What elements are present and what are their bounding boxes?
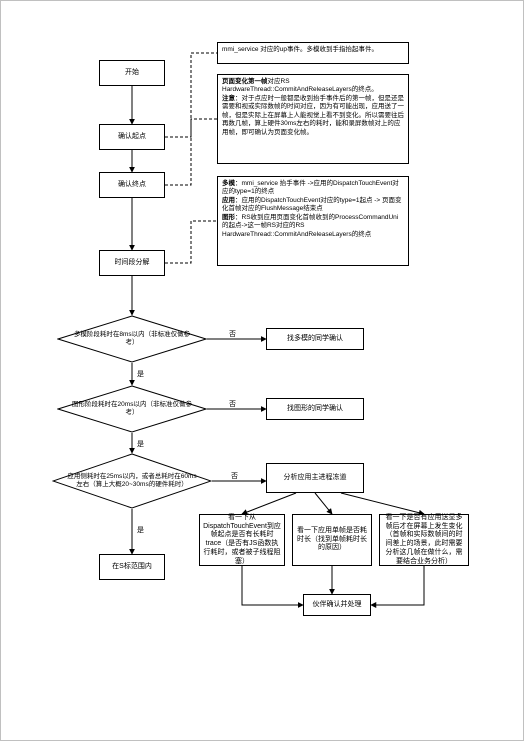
edge-label: 否 <box>231 472 238 480</box>
decision-multi: 多模阶段耗时在8ms以内（非标准仅做参考） <box>57 315 207 363</box>
node-look-multi: 看一下是否有应用送显多帧后才在屏幕上发生变化（首帧和实际数帧间的时间差上的场景，… <box>379 514 469 566</box>
edge <box>341 493 424 514</box>
node-check-multi: 找多模的同学确认 <box>266 328 364 350</box>
edge-label: 否 <box>229 330 236 338</box>
node-in-s: 在S标范围内 <box>99 554 165 580</box>
flowchart-canvas: 否是否是否是 开始 确认起点 确认终点 时间段分解 找多模的同学确认 找图形的同… <box>0 0 524 741</box>
node-partner: 伙伴确认并处理 <box>303 594 371 616</box>
edge <box>242 493 296 514</box>
note-multi: 多模：mmi_service 抬手事件 ->应用的DispatchTouchEv… <box>217 176 409 266</box>
node-check-gfx: 找图形的同学确认 <box>266 398 364 420</box>
node-start: 开始 <box>99 60 165 86</box>
note-frame: 页面变化第一帧对应RS HardwareThread::CommitAndRel… <box>217 74 409 164</box>
note-mmi: mmi_service 对应的up事件。多模收到手指抬起事件。 <box>217 42 409 64</box>
edge-label: 是 <box>137 440 144 448</box>
decision-app: 应用侧耗时在25ms以内，或者总耗时在60ms左右（算上大概20~30ms的硬件… <box>52 453 212 509</box>
edge <box>165 119 217 185</box>
edge <box>315 493 332 514</box>
node-look-single: 看一下应用单帧是否耗时长（找到单帧耗时长的原因） <box>292 514 372 566</box>
edge-label: 是 <box>137 370 144 378</box>
node-confirm-end: 确认终点 <box>99 172 165 198</box>
node-confirm-start: 确认起点 <box>99 124 165 150</box>
edge <box>242 566 303 605</box>
edge <box>165 221 217 263</box>
node-segment: 时间段分解 <box>99 250 165 276</box>
decision-gfx-label: 图形阶段耗时在20ms以内（非标准仅做参考） <box>57 385 207 433</box>
node-analyze-ipc: 分析应用主进程冻道 <box>266 463 364 493</box>
edge <box>371 566 424 605</box>
decision-app-label: 应用侧耗时在25ms以内，或者总耗时在60ms左右（算上大概20~30ms的硬件… <box>52 453 212 509</box>
node-look-dispatch: 看一下从DispatchTouchEvent到应帧起点是否有长耗时trace（是… <box>199 514 285 566</box>
decision-gfx: 图形阶段耗时在20ms以内（非标准仅做参考） <box>57 385 207 433</box>
decision-multi-label: 多模阶段耗时在8ms以内（非标准仅做参考） <box>57 315 207 363</box>
edge-label: 是 <box>137 526 144 534</box>
edge-label: 否 <box>229 400 236 408</box>
